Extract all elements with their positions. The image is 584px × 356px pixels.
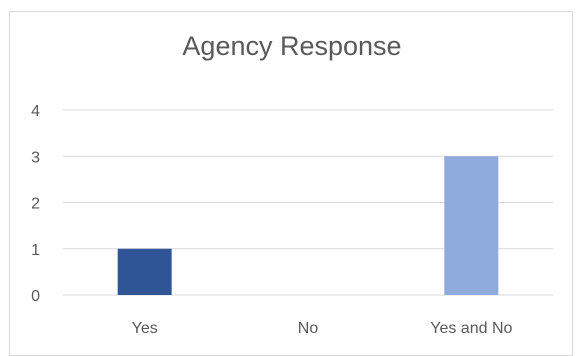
chart-title: Agency Response [182,31,402,61]
x-tick-label: Yes [132,320,158,337]
y-tick-label: 1 [31,242,40,259]
x-tick-label: Yes and No [430,320,512,337]
bar-yes-and-no [444,156,499,295]
y-tick-label: 2 [31,196,40,213]
bars [117,156,499,295]
y-axis-tick-labels: 0 1 2 3 4 [31,103,40,305]
y-tick-label: 3 [31,149,40,166]
y-tick-label: 4 [31,103,40,120]
x-tick-label: No [298,320,319,337]
bar-yes [117,248,172,295]
x-axis-tick-labels: Yes No Yes and No [132,320,513,337]
y-tick-label: 0 [31,288,40,305]
